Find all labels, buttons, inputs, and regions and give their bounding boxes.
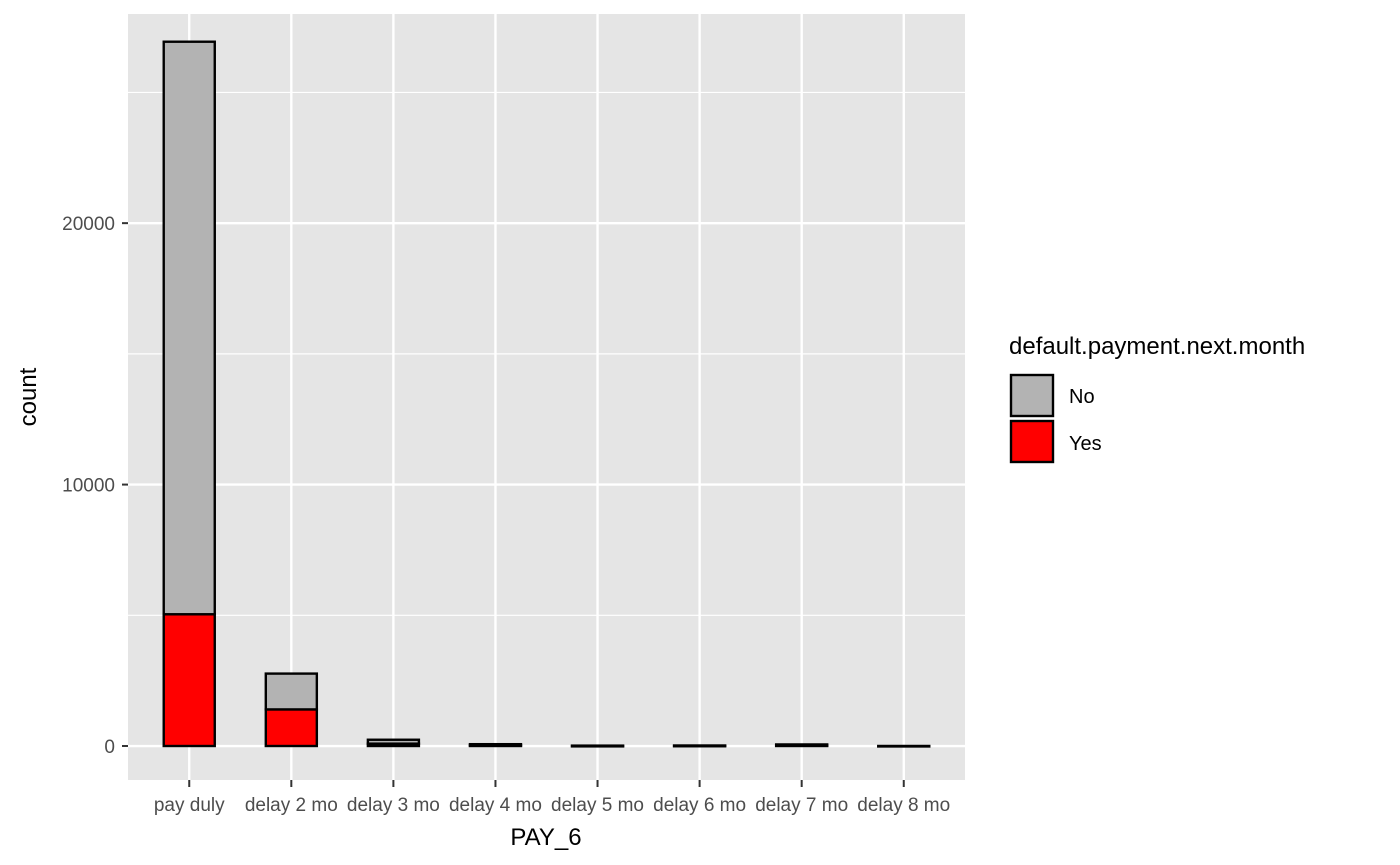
legend-label-no: No [1069,386,1095,408]
legend-key-yes [1009,419,1055,464]
minor-gridlines [128,91,965,616]
bar-no [468,742,523,747]
x-tick-label: delay 6 mo [653,795,746,816]
x-tick-label: delay 4 mo [449,795,542,816]
bar-no [264,672,319,711]
x-tick-label: delay 8 mo [857,795,950,816]
legend-label-yes: Yes [1069,433,1102,455]
plot-panel [128,14,965,780]
y-tick-label: 0 [104,737,115,758]
legend-key-no [1009,373,1055,418]
bar-no [570,744,625,748]
bar-no [877,744,931,748]
bar-no [672,744,727,748]
x-tick-label: delay 3 mo [347,795,440,816]
x-tick-label: delay 7 mo [755,795,848,816]
x-tick-label: delay 5 mo [551,795,644,816]
y-axis-title: count [15,367,42,426]
bar-yes [162,613,216,748]
bar-no [162,40,216,616]
x-tick-label: pay duly [154,795,225,816]
bar-no [366,738,421,745]
x-axis: pay duly delay 2 mo delay 3 mo delay 4 mo de… [154,780,950,816]
x-tick-label: delay 2 mo [245,795,338,816]
bar-no [774,743,829,747]
y-axis: 0 10000 20000 [62,214,128,758]
bars [162,40,931,748]
bar-yes [264,708,319,748]
x-axis-title: PAY_6 [510,824,581,851]
legend: default.payment.next.month No Yes [1009,333,1305,464]
y-tick-label: 20000 [62,214,115,235]
legend-title: default.payment.next.month [1009,333,1305,360]
y-tick-label: 10000 [62,476,115,497]
major-gridlines [128,14,965,780]
